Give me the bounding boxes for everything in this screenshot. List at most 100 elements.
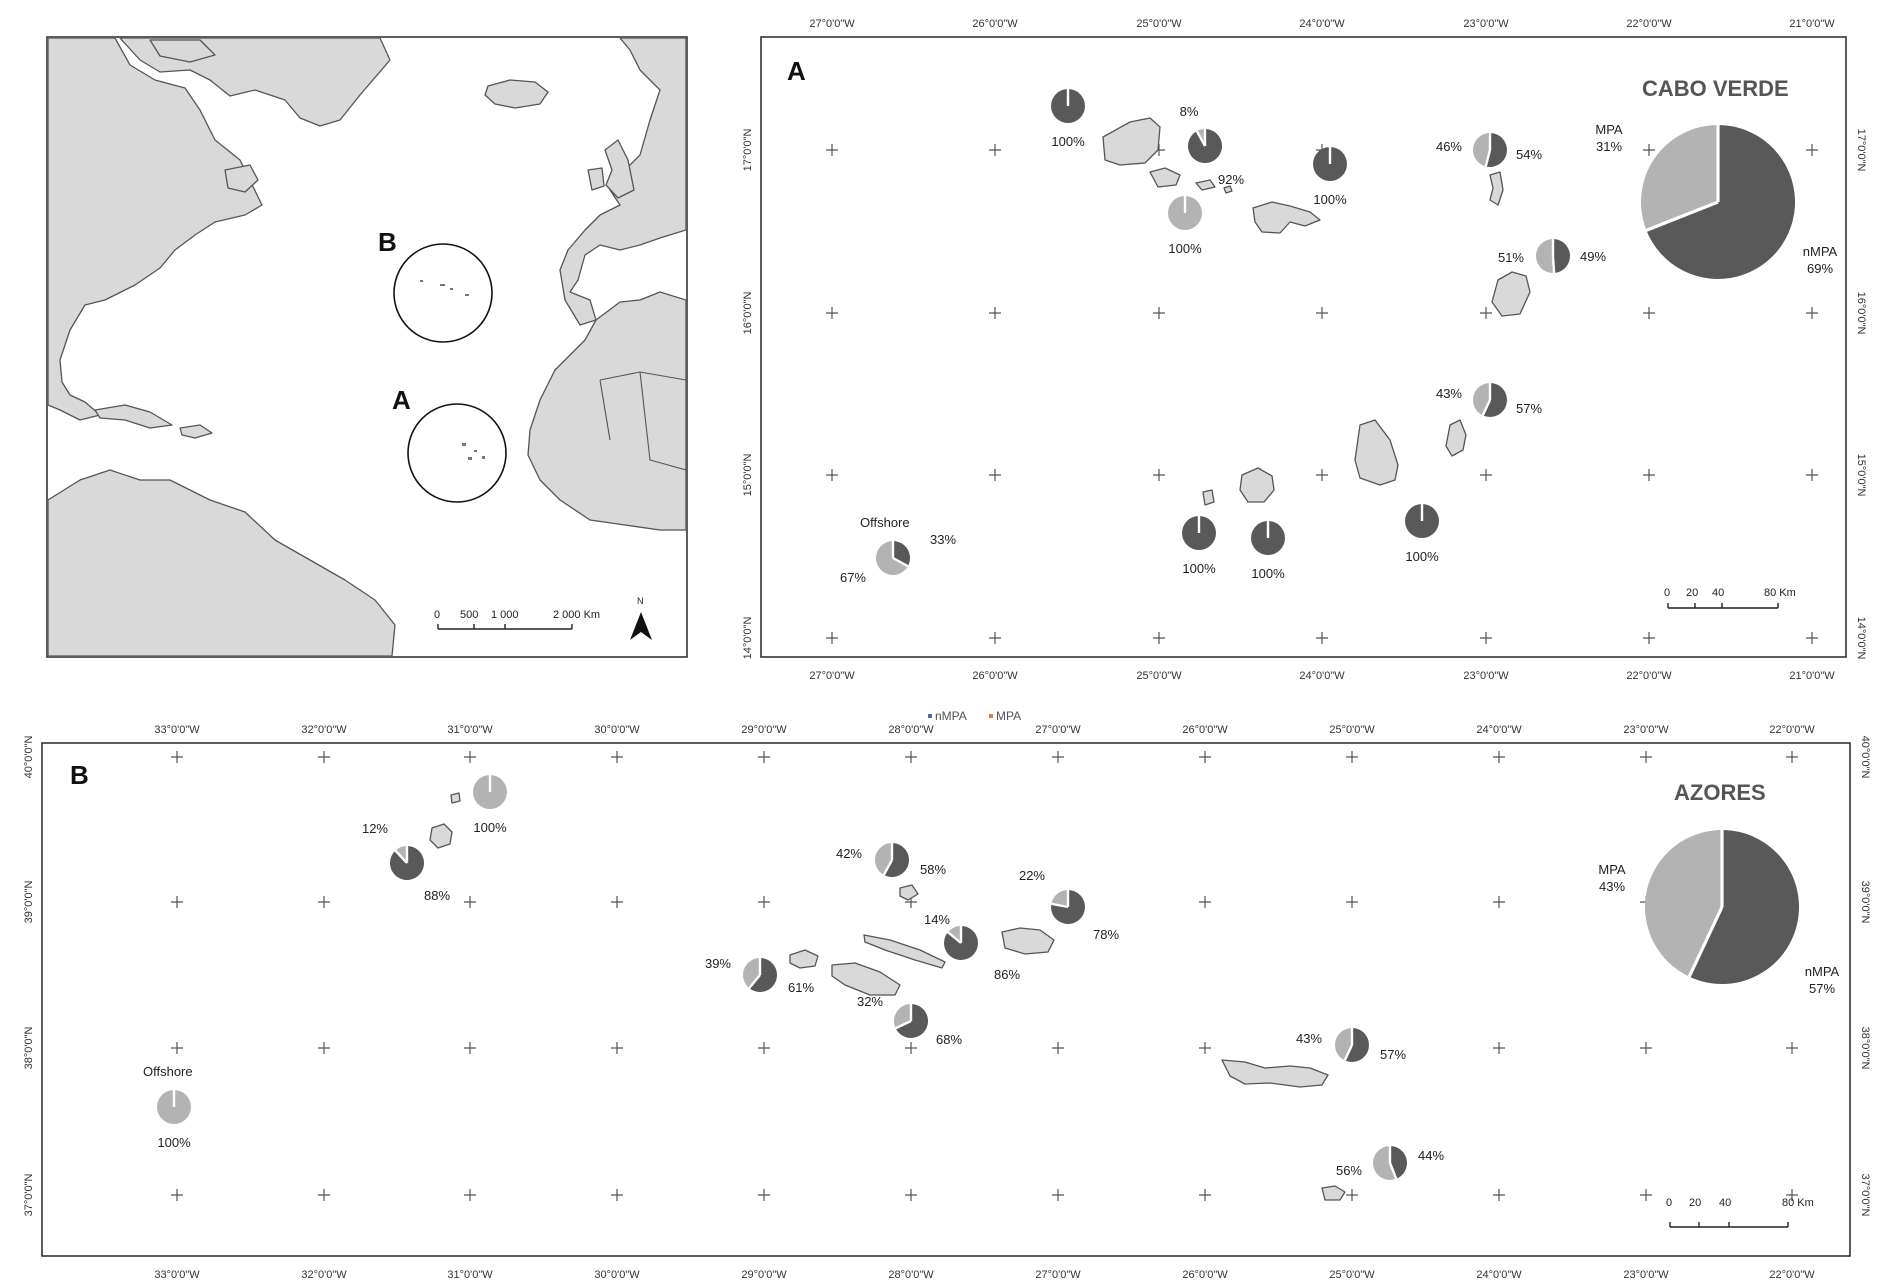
pie-separator xyxy=(892,556,909,568)
x-tick-label: 23°0'0"W xyxy=(1463,670,1509,682)
grid-cross xyxy=(758,1042,770,1054)
panel-b-summary-pie: MPA 43% nMPA 57% xyxy=(1598,830,1840,996)
grid-cross xyxy=(1640,751,1652,763)
island-santa-maria xyxy=(1321,1185,1346,1201)
panel-b-legend: nMPA MPA xyxy=(928,709,1021,723)
x-tick-label: 25°0'0"W xyxy=(1329,1269,1375,1281)
pie-percent-label: 57% xyxy=(1380,1047,1406,1062)
x-tick-label: 22°0'0"W xyxy=(1769,724,1815,736)
grid-cross xyxy=(1806,469,1818,481)
nmpa-slice xyxy=(1344,1028,1369,1062)
pie-percent-label: 67% xyxy=(840,570,866,585)
grid-cross xyxy=(318,1042,330,1054)
y-tick-label: 40°0'0"N xyxy=(23,736,35,779)
x-tick-label: 23°0'0"W xyxy=(1463,18,1509,30)
grid-cross xyxy=(1199,896,1211,908)
grid-cross xyxy=(611,1042,623,1054)
pie-percent-label: 44% xyxy=(1418,1148,1444,1163)
grid-cross xyxy=(989,307,1001,319)
grid-cross xyxy=(171,1189,183,1201)
summary-pie xyxy=(1641,124,1796,279)
grid-cross xyxy=(464,751,476,763)
cuba-land xyxy=(94,404,173,429)
grid-cross xyxy=(758,1189,770,1201)
pie-chart xyxy=(1251,521,1285,555)
pie-chart xyxy=(1373,1146,1407,1180)
grid-cross xyxy=(989,144,1001,156)
grid-cross xyxy=(1643,144,1655,156)
panel-a-title: CABO VERDE xyxy=(1642,76,1789,101)
svg-text:0: 0 xyxy=(1666,1197,1672,1209)
pie-separator xyxy=(1551,255,1556,274)
grid-cross xyxy=(826,469,838,481)
island-pico xyxy=(831,962,901,996)
panel-a-pies: 100% 8% 92% 100% 100% 46% 54% 51% 49% 43% 57% 33% 67… xyxy=(840,89,1606,585)
pie-chart xyxy=(1188,129,1222,163)
x-tick-label: 31°0'0"W xyxy=(447,724,493,736)
grid-cross xyxy=(1493,896,1505,908)
pie-chart xyxy=(876,541,910,575)
y-tick-label: 39°0'0"N xyxy=(23,881,35,924)
x-tick-label: 22°0'0"W xyxy=(1626,670,1672,682)
pie-percent-label: 78% xyxy=(1093,927,1119,942)
island-corvo xyxy=(450,792,461,804)
x-tick-label: 21°0'0"W xyxy=(1789,18,1835,30)
pie-percent-label: 12% xyxy=(362,821,388,836)
pie-chart xyxy=(1536,239,1570,274)
svg-text:2 000 Km: 2 000 Km xyxy=(553,609,600,621)
island-graciosa xyxy=(899,884,919,901)
grid-cross xyxy=(1643,469,1655,481)
pie-chart xyxy=(1051,890,1086,924)
pie-percent-label: 8% xyxy=(1180,104,1199,119)
grid-cross xyxy=(464,1189,476,1201)
pie-percent-label: 88% xyxy=(424,888,450,903)
inset-map: B A 0 500 1 000 2 000 Km N xyxy=(46,36,688,658)
hispaniola-land xyxy=(179,424,213,439)
y-tick-label: 37°0'0"N xyxy=(1859,1174,1871,1217)
panel-a-y-ticks-right: 17°0'0"N 16°0'0"N 15°0'0"N 14°0'0"N xyxy=(1855,129,1867,660)
panel-a-offshore-label: Offshore xyxy=(860,515,910,530)
grid-cross xyxy=(1153,632,1165,644)
panel-a-frame xyxy=(760,36,1847,658)
pie-separator xyxy=(1481,399,1492,416)
grid-cross xyxy=(171,751,183,763)
svg-text:MPA: MPA xyxy=(996,709,1021,723)
x-tick-label: 30°0'0"W xyxy=(594,1269,640,1281)
pie-percent-label: 49% xyxy=(1580,249,1606,264)
island-santiago xyxy=(1354,419,1399,486)
pie-separator xyxy=(947,931,962,944)
panel-b-pies: 100% 12% 88% 42% 58% 22% 78% 14% 86% 39% 61% 32% 68%… xyxy=(157,775,1444,1180)
grid-cross xyxy=(611,896,623,908)
summary-mpa-pct: 31% xyxy=(1596,139,1622,154)
summary-mpa-pct: 43% xyxy=(1599,879,1625,894)
grid-cross xyxy=(1052,1189,1064,1201)
pie-percent-label: 56% xyxy=(1336,1163,1362,1178)
pie-chart xyxy=(1405,504,1439,538)
x-tick-label: 27°0'0"W xyxy=(1035,1269,1081,1281)
panel-b-letter: B xyxy=(70,760,89,790)
pie-separator xyxy=(1195,130,1207,147)
pie-chart xyxy=(742,958,777,993)
nmpa-slice xyxy=(749,958,777,993)
panel-a-summary-pie: MPA 31% nMPA 69% xyxy=(1595,122,1838,279)
mpa-slice xyxy=(1644,830,1722,977)
grid-cross xyxy=(318,1189,330,1201)
island-sao-miguel xyxy=(1221,1059,1329,1088)
pie-percent-label: 57% xyxy=(1516,401,1542,416)
x-tick-label: 24°0'0"W xyxy=(1476,724,1522,736)
grid-cross xyxy=(1643,307,1655,319)
x-tick-label: 25°0'0"W xyxy=(1136,18,1182,30)
grid-cross xyxy=(1493,751,1505,763)
panel-a-y-ticks-left: 17°0'0"N 16°0'0"N 15°0'0"N 14°0'0"N xyxy=(742,129,754,660)
svg-text:0: 0 xyxy=(434,609,440,621)
panel-b-y-ticks-right: 40°0'0"N 39°0'0"N 38°0'0"N 37°0'0"N xyxy=(1859,736,1871,1217)
island-flores xyxy=(429,823,453,849)
x-tick-label: 28°0'0"W xyxy=(888,724,934,736)
panel-b-offshore-label: Offshore xyxy=(143,1064,193,1079)
inset-scale-bar: 0 500 1 000 2 000 Km xyxy=(434,609,600,630)
pie-chart xyxy=(1473,383,1507,417)
africa-land xyxy=(527,291,686,531)
svg-text:0: 0 xyxy=(1664,587,1670,599)
summary-nmpa-pct: 69% xyxy=(1807,261,1833,276)
